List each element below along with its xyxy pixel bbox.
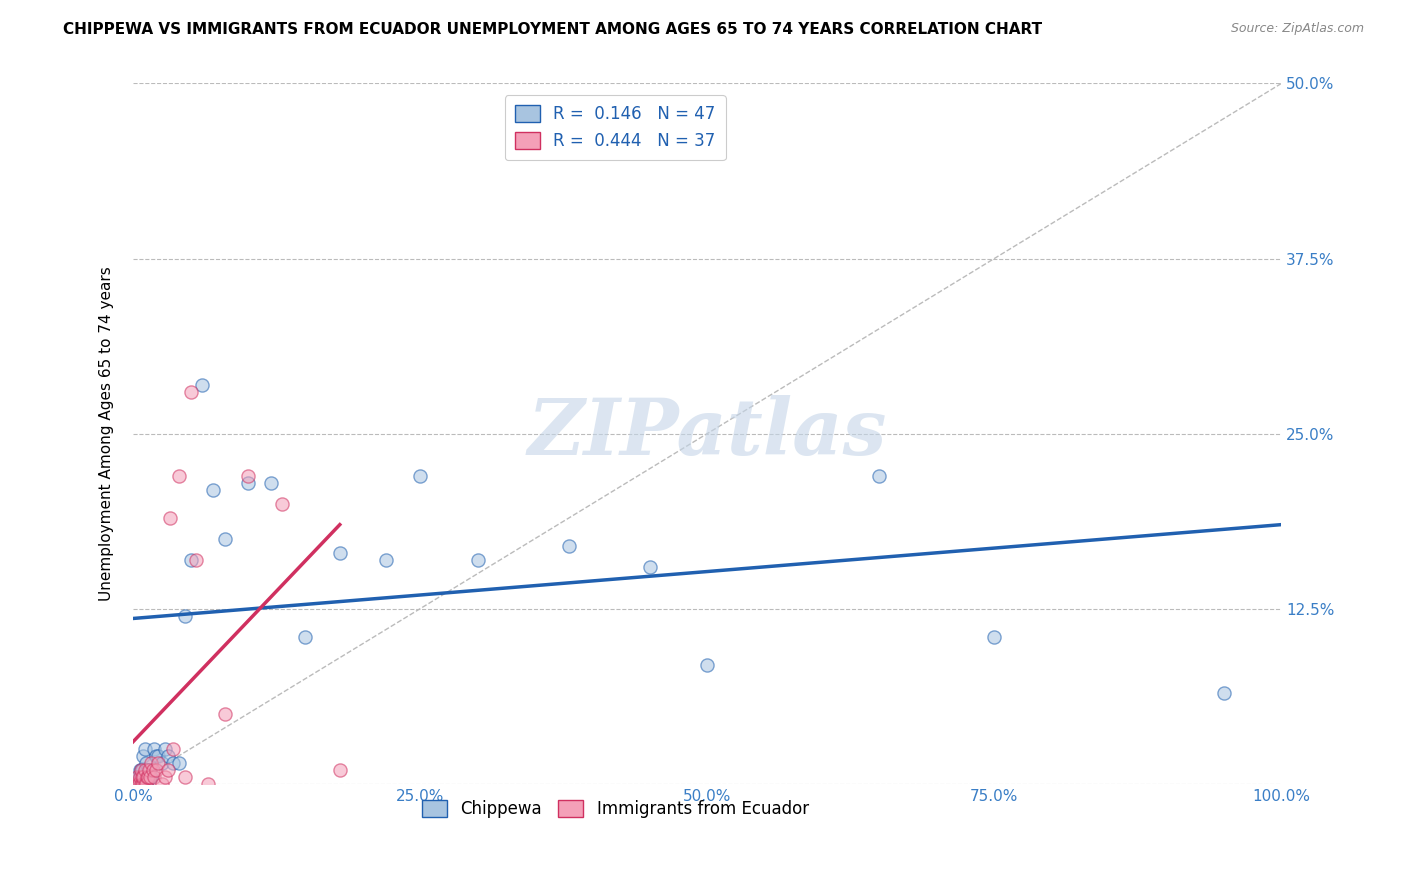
Point [131,777,153,791]
Point [124,777,146,791]
Point [138,763,160,777]
Point [125,770,148,784]
Point [129,763,152,777]
Text: ZIPatlas: ZIPatlas [527,395,887,472]
Point [124,777,146,791]
Point [139,770,162,784]
Point [129,770,152,784]
Point [173,608,195,623]
Point [155,770,177,784]
Point [150,777,173,791]
Point [134,770,156,784]
Y-axis label: Unemployment Among Ages 65 to 74 years: Unemployment Among Ages 65 to 74 years [100,266,114,601]
Point [180,384,202,399]
Point [558,539,581,553]
Point [186,552,208,566]
Point [132,770,155,784]
Point [142,741,165,756]
Point [156,763,179,777]
Point [129,763,152,777]
Point [329,546,352,560]
Point [214,532,236,546]
Point [132,770,155,784]
Text: CHIPPEWA VS IMMIGRANTS FROM ECUADOR UNEMPLOYMENT AMONG AGES 65 TO 74 YEARS CORRE: CHIPPEWA VS IMMIGRANTS FROM ECUADOR UNEM… [63,22,1042,37]
Point [148,756,170,770]
Point [142,770,165,784]
Point [167,468,190,483]
Point [125,777,148,791]
Point [131,770,153,784]
Point [236,475,259,490]
Point [139,763,162,777]
Point [135,770,157,784]
Point [155,741,177,756]
Legend: Chippewa, Immigrants from Ecuador: Chippewa, Immigrants from Ecuador [415,793,815,824]
Text: Source: ZipAtlas.com: Source: ZipAtlas.com [1230,22,1364,36]
Point [162,756,184,770]
Point [142,763,165,777]
Point [132,748,155,763]
Point [132,777,155,791]
Point [294,630,316,644]
Point [409,468,432,483]
Point [167,756,190,770]
Point [145,763,167,777]
Point [128,777,150,791]
Point [1213,686,1236,700]
Point [136,770,159,784]
Point [148,748,170,763]
Point [134,763,156,777]
Point [260,475,283,490]
Point [134,777,156,791]
Point [173,770,195,784]
Point [135,777,157,791]
Point [129,777,152,791]
Point [129,763,152,777]
Point [135,777,157,791]
Point [467,552,489,566]
Point [129,770,152,784]
Point [135,756,157,770]
Point [131,770,153,784]
Point [159,510,181,524]
Point [156,748,179,763]
Point [128,777,150,791]
Point [131,763,153,777]
Point [127,777,149,791]
Point [191,377,214,392]
Point [136,763,159,777]
Point [127,770,149,784]
Point [329,763,352,777]
Point [869,468,891,483]
Point [129,777,152,791]
Point [150,756,173,770]
Point [141,756,163,770]
Point [162,741,184,756]
Point [638,559,661,574]
Point [135,763,157,777]
Point [202,483,225,497]
Point [138,770,160,784]
Point [374,552,396,566]
Point [214,706,236,721]
Point [271,497,294,511]
Point [696,657,718,672]
Point [145,748,167,763]
Point [180,552,202,566]
Point [983,630,1005,644]
Point [134,741,156,756]
Point [197,777,219,791]
Point [236,468,259,483]
Point [141,770,163,784]
